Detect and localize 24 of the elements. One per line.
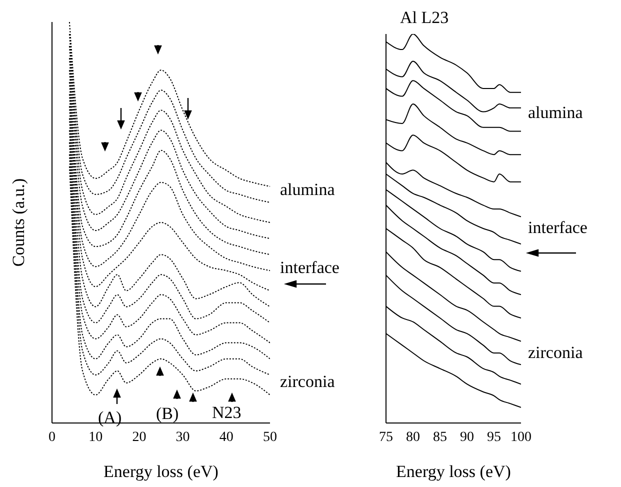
x-axis-title: Energy loss (eV) (396, 462, 511, 481)
x-tick-label: 95 (487, 430, 501, 445)
x-tick-label: 90 (460, 430, 474, 445)
x-tick-label: 40 (219, 430, 234, 445)
text: interface (528, 218, 588, 238)
x-tick-label: 100 (510, 430, 532, 445)
chart-title: Al L23 (400, 8, 449, 28)
annotation: N23 (212, 403, 242, 423)
x-tick-label: 30 (176, 430, 190, 445)
text: zirconia (280, 372, 335, 392)
y-axis-title: Counts (a.u.) (9, 178, 28, 267)
annotation: (B) (156, 404, 179, 424)
text: alumina (528, 103, 583, 123)
x-tick-label: 85 (433, 430, 447, 445)
text: zirconia (528, 343, 583, 363)
x-tick-label: 0 (48, 430, 56, 445)
x-tick-label: 75 (379, 430, 393, 445)
x-axis-title: Energy loss (eV) (104, 462, 218, 481)
x-tick-label: 80 (406, 430, 420, 445)
x-tick-label: 50 (263, 430, 277, 445)
text: alumina (280, 180, 335, 200)
x-tick-label: 10 (88, 430, 103, 445)
text: interface (280, 258, 340, 278)
x-tick-label: 20 (132, 430, 146, 445)
